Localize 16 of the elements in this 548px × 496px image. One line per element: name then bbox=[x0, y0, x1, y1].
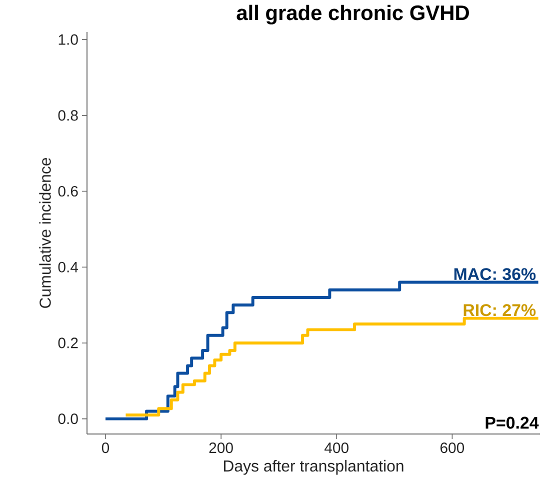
chart-title: all grade chronic GVHD bbox=[236, 4, 469, 24]
y-tick-label: 0.4 bbox=[58, 262, 78, 272]
x-tick-label: 600 bbox=[440, 442, 464, 454]
y-tick-label: 0.6 bbox=[58, 186, 78, 197]
x-axis-title: Days after transplantation bbox=[224, 460, 404, 475]
x-tick-label: 200 bbox=[209, 442, 233, 454]
x-tick-label: 400 bbox=[324, 442, 348, 454]
y-tick-label: 0.2 bbox=[58, 338, 78, 348]
y-tick-label: 0.0 bbox=[58, 414, 78, 424]
x-tick-label: 0 bbox=[102, 442, 110, 454]
y-axis-title: Cumulative incidence bbox=[39, 158, 51, 308]
series-label: RIC: 27% bbox=[464, 304, 536, 316]
y-tick-label: 1.0 bbox=[58, 34, 78, 45]
annotation: P=0.24 bbox=[486, 416, 539, 429]
y-tick-label: 0.8 bbox=[58, 110, 78, 121]
series-label: MAC: 36% bbox=[454, 268, 536, 280]
